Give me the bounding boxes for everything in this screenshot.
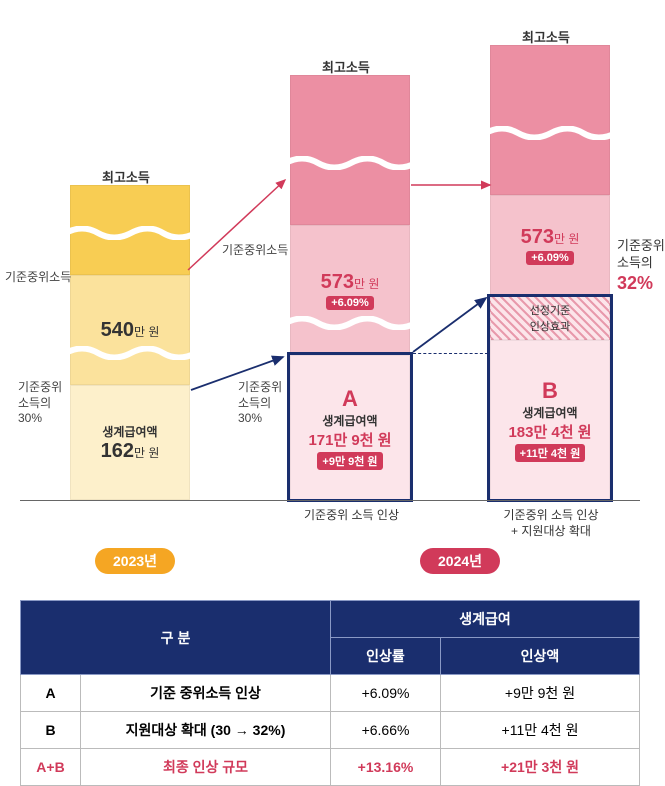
top-income-label-2023: 최고소득 bbox=[102, 167, 150, 186]
dotted-level-line bbox=[413, 353, 488, 354]
median-2023-unit: 만 원 bbox=[134, 325, 159, 339]
arrow-a-to-b bbox=[410, 290, 495, 360]
benefit-a-line: 171만 9천 원 bbox=[308, 429, 391, 450]
median-label-2023: 기준중위소득 bbox=[5, 270, 71, 286]
th-category: 구 분 bbox=[21, 601, 331, 675]
median-b-value: 573 bbox=[521, 226, 554, 248]
benefit-a-label: 생계급여액 bbox=[322, 412, 377, 429]
footer-a: 기준중위 소득 인상 bbox=[294, 508, 409, 524]
th-benefit: 생계급여 bbox=[331, 601, 640, 638]
table-row-b: B 지원대상 확대 (30 → 32%) +6.66% +11만 4천 원 bbox=[21, 712, 640, 749]
benefit-b-line: 183만 4천 원 bbox=[508, 421, 591, 442]
cell-ab-rate: +13.16% bbox=[331, 749, 441, 786]
table-row-a: A 기준 중위소득 인상 +6.09% +9만 9천 원 bbox=[21, 675, 640, 712]
benefit-b-change: +11만 4천 원 bbox=[515, 444, 586, 462]
benefit-2023-unit: 만 원 bbox=[134, 446, 159, 460]
top-income-label-a: 최고소득 bbox=[322, 57, 370, 76]
median32-l3: 32% bbox=[617, 273, 653, 293]
cell-b-code: B bbox=[21, 712, 81, 749]
th-amount: 인상액 bbox=[441, 638, 640, 675]
footer-b-l1: 기준중위 소득 인상 bbox=[504, 508, 599, 522]
sel-eff-l1: 선정기준 bbox=[530, 302, 570, 318]
cell-ab-desc: 최종 인상 규모 bbox=[81, 749, 331, 786]
sel-eff-l2: 인상효과 bbox=[530, 318, 570, 334]
arrow-median-b bbox=[408, 155, 498, 205]
benefit-b-label: 생계급여액 bbox=[522, 404, 577, 421]
median-a-value: 573 bbox=[321, 271, 354, 293]
footer-b-l2: + 지원대상 확대 bbox=[511, 524, 591, 538]
baseline bbox=[20, 500, 640, 501]
benefit-2023-label: 생계급여액 bbox=[102, 423, 157, 440]
median30-l3-a: 30% bbox=[238, 411, 262, 425]
median-b-change: +6.09% bbox=[526, 251, 574, 265]
top-income-label-b: 최고소득 bbox=[522, 27, 570, 46]
year-2024-pill: 2024년 bbox=[420, 548, 500, 574]
cell-a-code: A bbox=[21, 675, 81, 712]
median30-l2-2023: 소득의 bbox=[18, 396, 51, 410]
median30-l1-a: 기준중위 bbox=[238, 380, 282, 394]
median32-l2: 소득의 bbox=[617, 255, 653, 270]
year-2023-pill: 2023년 bbox=[95, 548, 175, 574]
table-row-ab: A+B 최종 인상 규모 +13.16% +21만 3천 원 bbox=[21, 749, 640, 786]
benefit-2023-value: 162 bbox=[101, 440, 134, 462]
cell-a-amount: +9만 9천 원 bbox=[441, 675, 640, 712]
chart-area: 최고소득 540만 원 생계급여액 162만 원 기준중위소득 기준중위 소득의… bbox=[0, 0, 665, 580]
cell-a-desc: 기준 중위소득 인상 bbox=[81, 675, 331, 712]
cell-b-amount: +11만 4천 원 bbox=[441, 712, 640, 749]
summary-table: 구 분 생계급여 인상률 인상액 A 기준 중위소득 인상 +6.09% +9만… bbox=[20, 600, 640, 786]
letter-b: B bbox=[542, 378, 558, 404]
selection-effect-seg: 선정기준 인상효과 bbox=[490, 295, 610, 340]
cell-b-rate: +6.66% bbox=[331, 712, 441, 749]
cell-ab-amount: +21만 3천 원 bbox=[441, 749, 640, 786]
median-b-unit: 만 원 bbox=[554, 232, 579, 246]
median32-l1: 기준중위 bbox=[617, 238, 665, 253]
letter-a: A bbox=[342, 386, 358, 412]
median30-l1-2023: 기준중위 bbox=[18, 380, 62, 394]
median-a-change: +6.09% bbox=[326, 296, 374, 310]
median-a-unit: 만 원 bbox=[354, 277, 379, 291]
median-label-a: 기준중위소득 bbox=[222, 243, 288, 259]
median-2023-value: 540 bbox=[101, 319, 134, 341]
cell-b-desc: 지원대상 확대 (30 → 32%) bbox=[81, 712, 331, 749]
th-rate: 인상률 bbox=[331, 638, 441, 675]
median30-l3-2023: 30% bbox=[18, 411, 42, 425]
median30-l2-a: 소득의 bbox=[238, 396, 271, 410]
benefit-a-change: +9만 9천 원 bbox=[317, 452, 382, 470]
cell-a-rate: +6.09% bbox=[331, 675, 441, 712]
cell-ab-code: A+B bbox=[21, 749, 81, 786]
arrow-median-a bbox=[185, 170, 295, 280]
